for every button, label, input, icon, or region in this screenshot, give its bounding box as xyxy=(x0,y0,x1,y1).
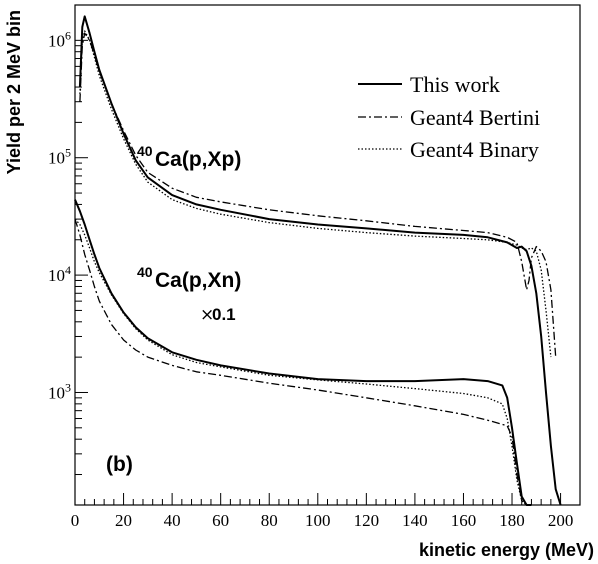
x-tick-label: 140 xyxy=(402,511,428,530)
legend-label-this-work: This work xyxy=(410,72,500,97)
x-tick-label: 0 xyxy=(71,511,80,530)
x-tick-label: 160 xyxy=(451,511,477,530)
x-tick-label: 20 xyxy=(115,511,132,530)
y-tick-label-exponent: 6 xyxy=(65,28,71,42)
y-tick-label: 106 xyxy=(48,28,71,50)
legend: This work Geant4 Bertini Geant4 Binary xyxy=(358,72,540,162)
reaction-label-xn-text: Ca(p,Xn) xyxy=(155,269,241,292)
panel-label: (b) xyxy=(106,453,133,476)
legend-label-geant4-bertini: Geant4 Bertini xyxy=(410,105,540,130)
series-xn-dash-dot xyxy=(75,219,527,505)
reaction-label-xp-text: Ca(p,Xp) xyxy=(155,148,241,171)
y-tick-label: 104 xyxy=(48,263,71,285)
plot-frame xyxy=(75,5,580,505)
reaction-label-xn: 40 Ca(p,Xn) xyxy=(137,264,241,292)
x-tick-label: 120 xyxy=(354,511,380,530)
x-axis-tick-labels: 0 20 40 60 80 100 120 140 160 180 200 xyxy=(71,511,574,530)
reaction-label-xp: 40 Ca(p,Xp) xyxy=(137,143,241,171)
x-tick-label: 200 xyxy=(548,511,574,530)
reaction-label-xn-sup: 40 xyxy=(137,264,153,280)
series-xn-solid xyxy=(75,200,531,505)
reaction-label-xp-sup: 40 xyxy=(137,143,153,159)
y-tick-label-base: 10 xyxy=(48,31,65,50)
x-tick-label: 60 xyxy=(212,511,229,530)
x-axis-ticks xyxy=(75,493,561,505)
xn-scale-value: 0.1 xyxy=(212,305,236,324)
y-tick-label-exponent: 5 xyxy=(65,146,71,160)
x-tick-label: 100 xyxy=(305,511,331,530)
series-xn-dotted xyxy=(75,219,527,505)
x-axis-title: kinetic energy (MeV) xyxy=(419,540,594,560)
x-tick-label: 80 xyxy=(261,511,278,530)
y-tick-label-base: 10 xyxy=(48,149,65,168)
y-tick-label-exponent: 3 xyxy=(65,380,71,394)
y-tick-label: 103 xyxy=(48,380,71,402)
y-axis-title: Yield per 2 MeV bin xyxy=(4,10,24,174)
y-tick-label: 105 xyxy=(48,146,71,168)
legend-label-geant4-binary: Geant4 Binary xyxy=(410,137,539,162)
y-tick-label-base: 10 xyxy=(48,383,65,402)
y-tick-label-exponent: 4 xyxy=(65,263,71,277)
x-tick-label: 180 xyxy=(499,511,525,530)
y-tick-label-base: 10 xyxy=(48,266,65,285)
xn-scale-factor: × 0.1 xyxy=(200,305,236,325)
x-tick-label: 40 xyxy=(164,511,181,530)
